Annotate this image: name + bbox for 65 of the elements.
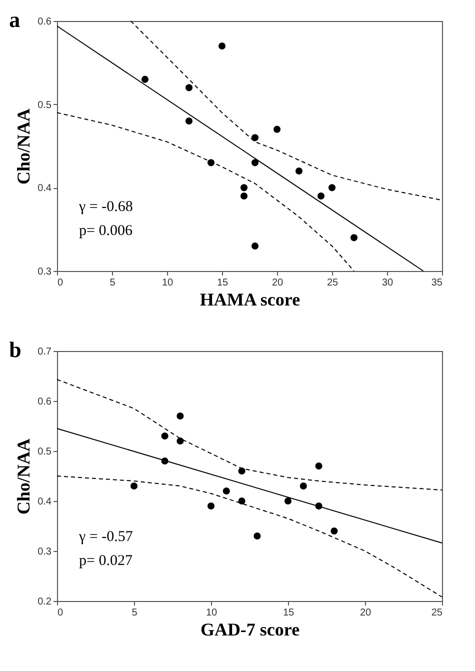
x-axis-title: GAD-7 score bbox=[200, 620, 300, 640]
x-tick-label: 30 bbox=[382, 278, 394, 288]
point bbox=[238, 467, 246, 475]
y-tick-label: 0.6 bbox=[38, 396, 52, 408]
x-tick-label: 35 bbox=[431, 278, 443, 288]
annotation: γ = -0.68 bbox=[78, 199, 133, 215]
point bbox=[161, 432, 168, 440]
point bbox=[218, 42, 226, 50]
x-tick-label: 10 bbox=[162, 278, 174, 288]
chart-title: a bbox=[9, 7, 20, 32]
x-tick-label: 25 bbox=[326, 278, 338, 288]
x-tick-label: 20 bbox=[272, 278, 284, 288]
annotation: γ = -0.57 bbox=[78, 529, 134, 545]
x-tick-label: 15 bbox=[216, 278, 228, 288]
point bbox=[240, 192, 248, 200]
point bbox=[251, 134, 259, 142]
annotation: p= 0.027 bbox=[79, 553, 133, 569]
point bbox=[207, 502, 215, 510]
x-tick-label: 15 bbox=[282, 608, 294, 618]
x-tick-label: 10 bbox=[206, 608, 218, 618]
point bbox=[330, 527, 338, 535]
point bbox=[238, 497, 246, 505]
point bbox=[185, 117, 193, 125]
point bbox=[315, 462, 322, 470]
y-tick-label: 0.5 bbox=[38, 100, 52, 111]
line-series bbox=[56, 476, 442, 598]
x-tick-label: 20 bbox=[360, 608, 372, 618]
point bbox=[350, 234, 358, 242]
point bbox=[176, 437, 184, 445]
point bbox=[328, 184, 336, 192]
line-series bbox=[130, 20, 442, 201]
point bbox=[273, 126, 281, 133]
point bbox=[251, 159, 259, 166]
chart-title: b bbox=[9, 337, 22, 362]
y-axis-title: Cho/NAA bbox=[14, 438, 34, 515]
y-tick-label: 0.2 bbox=[38, 596, 52, 608]
point bbox=[295, 167, 303, 175]
point bbox=[130, 482, 138, 490]
point bbox=[284, 497, 292, 505]
point bbox=[251, 242, 259, 250]
y-tick-label: 0.4 bbox=[38, 496, 52, 508]
line-series bbox=[56, 379, 442, 490]
line-series bbox=[56, 112, 354, 272]
point bbox=[222, 487, 230, 495]
y-tick-label: 0.5 bbox=[38, 446, 52, 458]
x-tick-label: 5 bbox=[132, 608, 138, 618]
point bbox=[240, 184, 248, 192]
x-tick-label: 5 bbox=[110, 278, 116, 288]
y-tick-label: 0.6 bbox=[38, 16, 52, 28]
x-tick-label: 25 bbox=[431, 608, 443, 618]
point bbox=[185, 84, 193, 92]
y-tick-label: 0.3 bbox=[38, 546, 52, 558]
x-tick-label: 0 bbox=[58, 278, 64, 288]
annotation: p= 0.006 bbox=[79, 223, 133, 239]
point bbox=[176, 412, 184, 420]
y-tick-label: 0.7 bbox=[38, 346, 52, 358]
point bbox=[300, 482, 307, 490]
x-axis-title: HAMA score bbox=[200, 290, 300, 310]
point bbox=[254, 532, 261, 540]
y-tick-label: 0.3 bbox=[38, 266, 52, 278]
point bbox=[141, 76, 149, 83]
x-tick-label: 0 bbox=[58, 608, 64, 618]
y-tick-label: 0.4 bbox=[38, 183, 52, 194]
point bbox=[317, 192, 325, 200]
y-axis-title: Cho/NAA bbox=[14, 108, 34, 185]
